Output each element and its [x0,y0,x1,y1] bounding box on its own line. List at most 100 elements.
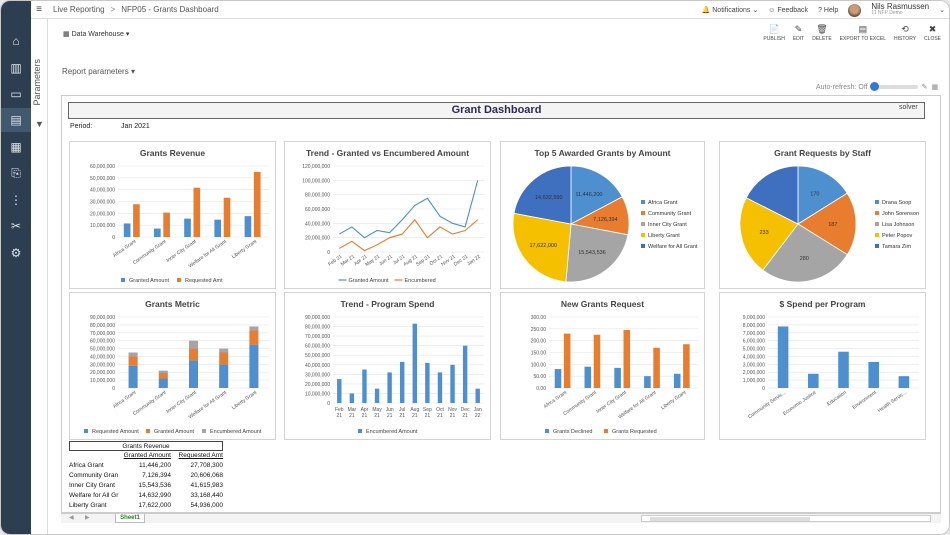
bar[interactable] [653,347,660,388]
bar[interactable] [563,333,571,388]
next-sheet-icon[interactable]: ▶ [85,515,90,521]
bar[interactable] [337,379,342,403]
bar[interactable] [123,223,131,237]
bar[interactable] [163,212,170,237]
delete-button[interactable]: 🗑 DELETE [812,24,831,42]
bar[interactable] [387,372,392,403]
menu-icon[interactable]: ≡ [36,4,42,15]
notifications-menu[interactable]: 🔔 Notifications ⌄ [701,7,759,14]
calculator-icon[interactable]: ▦ [10,140,22,154]
bar[interactable] [188,360,199,388]
pie-slice[interactable] [745,165,799,225]
bar[interactable] [219,364,229,388]
bar[interactable] [153,228,161,237]
clipboard-icon[interactable]: ▭ [10,87,22,101]
pie-slice[interactable] [797,165,848,225]
publish-button[interactable]: 📄 PUBLISH [763,24,784,42]
pie-slice[interactable] [797,192,857,256]
bar[interactable] [128,365,138,388]
pie-slice[interactable] [512,212,572,283]
bar[interactable] [683,344,690,388]
bar[interactable] [808,373,819,388]
bar[interactable] [412,323,417,403]
bar[interactable] [249,330,259,345]
bar[interactable] [244,216,252,237]
bar[interactable] [584,366,592,388]
bar[interactable] [223,197,231,237]
bar[interactable] [644,376,651,388]
feedback-button[interactable]: ☺ Feedback [768,7,808,14]
bar[interactable] [219,348,229,353]
bar[interactable] [593,334,601,388]
pie-slice[interactable] [513,165,572,225]
parameters-panel[interactable]: Parameters ▼ [31,19,48,534]
edit-icon[interactable]: ✎ [921,84,928,91]
bar[interactable] [475,388,480,403]
bar[interactable] [554,369,562,388]
breadcrumb-live-reporting[interactable]: Live Reporting [53,5,105,14]
bar[interactable] [425,362,430,403]
bar[interactable] [614,367,621,388]
bar[interactable] [193,187,201,237]
slider-knob[interactable] [869,82,879,91]
bar[interactable] [838,351,849,388]
bar[interactable] [673,373,681,388]
pie-slice[interactable] [565,223,629,283]
prev-sheet-icon[interactable]: ◀ [69,515,74,521]
bar[interactable] [128,352,138,357]
edit-button[interactable]: ✎ EDIT [793,24,804,42]
bar[interactable] [214,219,222,237]
pie-slice[interactable] [739,197,799,271]
help-button[interactable]: ? Help [818,7,838,14]
close-button[interactable]: ✖ CLOSE [924,24,941,42]
pie-slice[interactable] [762,223,848,283]
sheet-tab[interactable]: Sheet1 [115,514,145,523]
chevron-down-icon[interactable]: ⌄ [939,7,945,14]
report-parameters-toggle[interactable]: Report parameters ▾ [62,67,135,76]
scrollbar-thumb[interactable] [650,517,810,521]
bar[interactable] [462,345,468,403]
bar[interactable] [253,171,261,237]
bar[interactable] [868,361,879,388]
auto-refresh-slider[interactable] [869,82,918,91]
history-button[interactable]: ⟲ HISTORY [894,24,916,42]
bar[interactable] [777,326,789,388]
bar[interactable] [437,372,443,403]
bar[interactable] [362,369,367,403]
bell-icon: 🔔 [701,7,711,14]
bar[interactable] [374,388,380,403]
bar[interactable] [349,393,355,403]
horizontal-scrollbar[interactable] [641,515,931,522]
pie-slice[interactable] [570,165,623,225]
hierarchy-icon[interactable]: ⋮ [10,193,22,207]
bar[interactable] [158,370,168,374]
bar[interactable] [249,326,259,331]
tools-icon[interactable]: ✂ [10,219,22,233]
bar[interactable] [898,376,910,388]
auto-refresh-control[interactable]: Auto-refresh: Off ✎ ▦ [816,82,939,91]
bar[interactable] [400,361,405,403]
bar[interactable] [158,378,168,388]
bar[interactable] [623,330,631,388]
user-menu[interactable]: Nils Rasmussen 11 NFP Demo [871,3,929,17]
bar[interactable] [450,364,455,403]
bar[interactable] [188,348,199,361]
grid-icon[interactable]: ▦ [931,84,939,91]
bar[interactable] [133,204,140,237]
home-icon[interactable]: ⌂ [12,34,20,48]
bar[interactable] [249,344,259,388]
filter-icon[interactable]: ▼ [35,119,44,129]
gear-icon[interactable]: ⚙ [10,246,22,260]
bar[interactable] [188,340,199,349]
data-icon[interactable]: ⎘ [11,165,21,180]
building-icon[interactable]: ▥ [10,61,22,75]
legend-swatch [84,429,88,433]
bar[interactable] [158,373,168,379]
bar[interactable] [128,356,138,366]
export-to-excel-button[interactable]: ▤ EXPORT TO EXCEL [840,24,886,42]
bar[interactable] [219,352,229,365]
bar[interactable] [184,218,191,237]
report-icon[interactable]: ▤ [1,108,31,132]
data-warehouse-selector[interactable]: ▦ Data Warehouse ▾ [63,30,129,38]
avatar[interactable] [848,3,862,17]
